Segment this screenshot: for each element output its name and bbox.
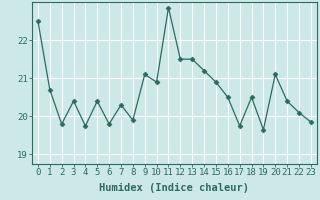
X-axis label: Humidex (Indice chaleur): Humidex (Indice chaleur)	[100, 183, 249, 193]
